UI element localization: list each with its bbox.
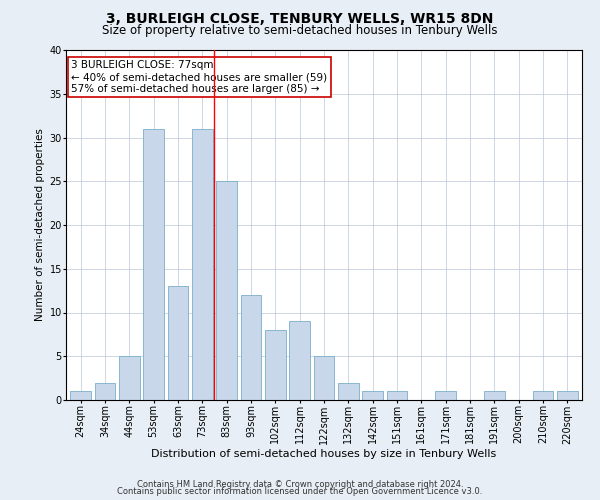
Bar	[95, 382, 115, 400]
Bar	[265, 330, 286, 400]
Bar	[289, 321, 310, 400]
Bar	[484, 391, 505, 400]
Bar	[241, 295, 262, 400]
Bar	[216, 181, 237, 400]
Text: 3, BURLEIGH CLOSE, TENBURY WELLS, WR15 8DN: 3, BURLEIGH CLOSE, TENBURY WELLS, WR15 8…	[106, 12, 494, 26]
Text: Contains public sector information licensed under the Open Government Licence v3: Contains public sector information licen…	[118, 487, 482, 496]
Bar	[192, 128, 212, 400]
Bar	[167, 286, 188, 400]
Bar	[338, 382, 359, 400]
Bar	[436, 391, 456, 400]
Bar	[557, 391, 578, 400]
Bar	[386, 391, 407, 400]
Text: Contains HM Land Registry data © Crown copyright and database right 2024.: Contains HM Land Registry data © Crown c…	[137, 480, 463, 489]
Bar	[143, 128, 164, 400]
Bar	[362, 391, 383, 400]
Y-axis label: Number of semi-detached properties: Number of semi-detached properties	[35, 128, 45, 322]
Bar	[314, 356, 334, 400]
Text: Size of property relative to semi-detached houses in Tenbury Wells: Size of property relative to semi-detach…	[102, 24, 498, 37]
X-axis label: Distribution of semi-detached houses by size in Tenbury Wells: Distribution of semi-detached houses by …	[151, 449, 497, 459]
Bar	[119, 356, 140, 400]
Bar	[70, 391, 91, 400]
Bar	[533, 391, 553, 400]
Text: 3 BURLEIGH CLOSE: 77sqm
← 40% of semi-detached houses are smaller (59)
57% of se: 3 BURLEIGH CLOSE: 77sqm ← 40% of semi-de…	[71, 60, 327, 94]
